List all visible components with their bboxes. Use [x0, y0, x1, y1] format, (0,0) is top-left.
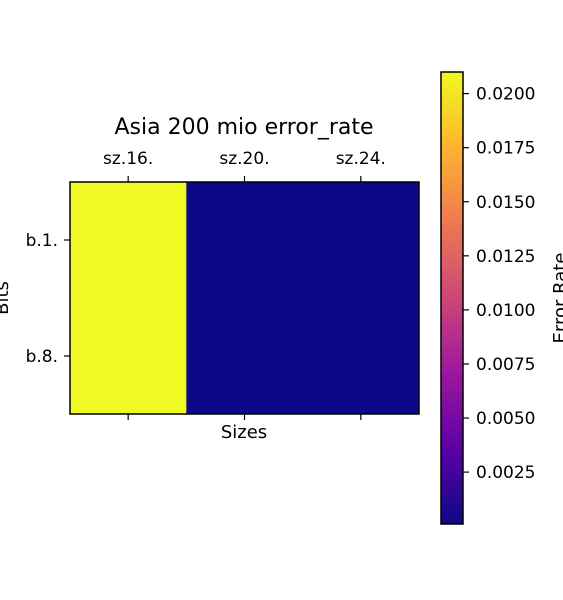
heatmap-cell	[186, 182, 304, 299]
colorbar-tick-label: 0.0150	[476, 193, 535, 213]
colorbar-ticks: 0.0025 0.0050 0.0075 0.0100 0.0125 0.0150 0.01…	[463, 85, 535, 483]
heatmap-cell	[70, 298, 187, 415]
x-tick-label: sz.24.	[336, 149, 386, 169]
x-tick-label: sz.16.	[103, 149, 153, 169]
y-axis-ticks: b.1. b.8.	[26, 231, 70, 367]
colorbar-tick-label: 0.0100	[476, 301, 535, 321]
colorbar	[440, 71, 464, 525]
colorbar-tick-label: 0.0075	[476, 355, 535, 375]
heatmap-cell	[70, 182, 187, 299]
colorbar-tick-label: 0.0050	[476, 409, 535, 429]
colorbar-tick-label: 0.0200	[476, 85, 535, 105]
x-tick-label: sz.20.	[219, 149, 269, 169]
x-axis-ticks: sz.16. sz.20. sz.24.	[103, 149, 386, 420]
y-axis-label: Bits	[0, 281, 13, 315]
colorbar-tick-label: 0.0125	[476, 247, 535, 267]
colorbar-tick-label: 0.0025	[476, 463, 535, 483]
x-axis-label: Sizes	[221, 422, 267, 443]
y-tick-label: b.8.	[26, 347, 58, 367]
heatmap-cells	[70, 182, 420, 415]
colorbar-label: Error Rate	[550, 253, 563, 344]
y-tick-label: b.1.	[26, 231, 58, 251]
colorbar-tick-label: 0.0175	[476, 139, 535, 159]
chart-title: Asia 200 mio error_rate	[114, 115, 373, 140]
heatmap-cell	[186, 298, 304, 415]
heatmap-cell	[302, 182, 420, 299]
heatmap-cell	[302, 298, 420, 415]
